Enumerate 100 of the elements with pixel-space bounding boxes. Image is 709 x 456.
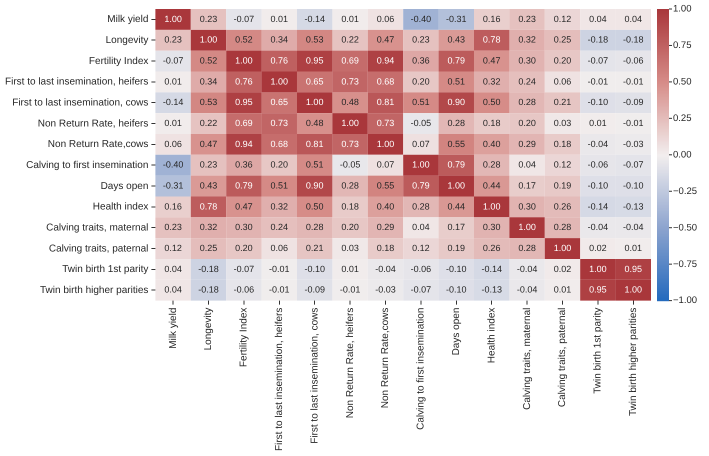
data-label: 0.90 [306,180,324,191]
y-tick-label: First to last insemination, cows [12,97,148,108]
data-label: -0.01 [623,76,644,86]
data-label: 0.52 [200,56,218,66]
data-label: -0.31 [446,14,467,24]
data-label: 1.00 [341,118,359,128]
data-label: 0.51 [448,76,466,86]
data-label: -0.04 [623,222,644,232]
data-label: 1.00 [554,243,572,254]
data-label: 0.44 [448,201,466,212]
data-label: -0.40 [162,160,184,170]
data-label: -0.03 [623,138,644,149]
data-label: 0.94 [376,56,394,66]
x-tick-label: Calving to first insemination [416,308,427,430]
data-label: 0.48 [306,118,324,128]
x-tick-label: Calving traits, maternal [522,308,533,410]
data-label: 0.20 [270,160,288,170]
y-tick-label: Non Return Rate,cows [48,139,148,150]
data-label: 0.04 [624,14,642,24]
y-tick-label: Fertility Index [88,56,148,67]
data-label: 0.32 [518,34,536,45]
data-label: 1.00 [412,160,430,170]
data-label: 0.36 [235,160,253,170]
x-tick-label: Fertility Index [238,308,250,368]
data-label: 0.28 [518,243,536,254]
data-label: -0.03 [375,284,396,295]
data-label: 0.65 [306,76,324,86]
data-label: -0.10 [446,264,467,274]
x-tick-label: Days open [451,308,462,356]
data-label: 0.73 [270,118,288,128]
data-label: 0.68 [376,76,394,86]
data-label: 0.90 [448,97,466,108]
y-tick-label: Milk yield [107,14,148,26]
x-tick-label: First to last insemination, cows [309,308,320,444]
data-label: 0.50 [482,97,500,108]
data-label: 0.28 [412,201,430,212]
data-label: -0.05 [410,118,432,128]
data-label: 0.01 [589,118,607,128]
data-label: -0.09 [304,284,325,295]
data-label: 0.01 [164,118,182,128]
data-label: 0.95 [624,264,642,274]
y-tick-label: Longevity [106,34,148,46]
data-label: 0.95 [589,284,607,295]
data-label: 0.06 [164,138,182,149]
data-label: 0.28 [482,160,500,170]
data-label: -0.01 [588,76,608,86]
color-bar-label: −0.50 [673,222,698,234]
data-label: 0.17 [448,222,466,232]
data-label: 0.47 [200,138,218,149]
data-label: -0.10 [623,180,644,191]
data-label: -0.04 [516,264,538,274]
color-bar-label: 0.75 [673,40,692,52]
data-label: 0.02 [589,243,607,254]
data-label: 0.81 [376,97,394,108]
color-bar-label: 0.50 [673,76,692,88]
data-label: 0.30 [235,222,253,232]
data-label: 0.81 [306,138,324,149]
data-label: 0.44 [482,180,500,191]
data-label: -0.07 [588,56,608,66]
color-bar-label: −0.25 [673,186,698,197]
data-label: -0.10 [588,180,608,191]
data-label: -0.14 [481,264,502,274]
data-label: 0.12 [164,243,182,254]
data-label: 0.23 [200,14,218,24]
data-label: 1.00 [624,284,642,295]
data-label: 0.28 [341,180,359,191]
data-label: 0.16 [482,14,500,24]
data-label: 0.78 [200,201,218,212]
data-label: 0.21 [306,243,324,254]
data-label: 0.22 [200,118,218,128]
x-tick-label: Longevity [203,308,214,350]
data-label: 0.04 [412,222,430,232]
data-label: 0.28 [554,222,572,232]
y-tick-label: Calving to first insemination [26,160,148,171]
data-label: 0.02 [554,264,572,274]
data-label: 0.34 [270,34,288,45]
x-tick-label: Twin birth higher parities [628,308,640,416]
data-label: 0.32 [482,76,500,86]
y-tick-label: First to last insemination, heifers [5,76,148,88]
data-label: 0.26 [554,201,572,212]
data-label: -0.07 [162,56,184,66]
data-label: 0.73 [341,76,359,86]
data-label: 1.00 [448,180,466,191]
data-label: 0.48 [341,97,359,108]
data-label: -0.06 [410,264,432,274]
x-tick-label: First to last insemination, heifers [274,308,286,451]
data-label: -0.14 [588,201,608,212]
data-label: 0.18 [376,243,394,254]
data-label: 0.55 [376,180,394,191]
data-label: 0.04 [164,264,182,274]
data-label: 0.01 [624,243,642,254]
data-label: 1.00 [306,97,324,108]
data-label: 0.20 [235,243,253,254]
data-label: 0.04 [589,14,607,24]
data-label: 0.79 [448,160,466,170]
data-label: -0.06 [588,160,608,170]
data-label: -0.01 [269,264,290,274]
data-label: 1.00 [235,56,253,66]
data-label: 0.95 [306,56,324,66]
data-label: 0.18 [482,118,500,128]
